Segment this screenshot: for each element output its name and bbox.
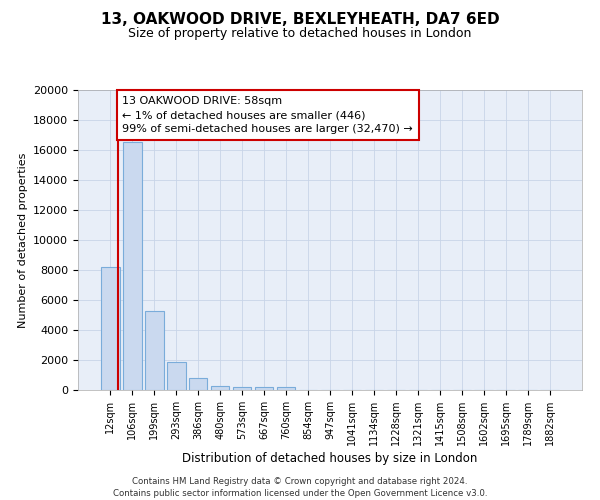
Text: Contains HM Land Registry data © Crown copyright and database right 2024.
Contai: Contains HM Land Registry data © Crown c…	[113, 476, 487, 498]
Bar	[123, 142, 142, 390]
Text: 13 OAKWOOD DRIVE: 58sqm
← 1% of detached houses are smaller (446)
99% of semi-de: 13 OAKWOOD DRIVE: 58sqm ← 1% of detached…	[122, 96, 413, 134]
Bar	[277, 387, 295, 390]
X-axis label: Distribution of detached houses by size in London: Distribution of detached houses by size …	[182, 452, 478, 465]
Text: Size of property relative to detached houses in London: Size of property relative to detached ho…	[128, 28, 472, 40]
Bar	[211, 386, 229, 390]
Bar	[255, 387, 274, 390]
Text: 13, OAKWOOD DRIVE, BEXLEYHEATH, DA7 6ED: 13, OAKWOOD DRIVE, BEXLEYHEATH, DA7 6ED	[101, 12, 499, 28]
Bar	[145, 310, 164, 390]
Bar	[233, 387, 251, 390]
Bar	[189, 378, 208, 390]
Bar	[167, 362, 185, 390]
Y-axis label: Number of detached properties: Number of detached properties	[17, 152, 28, 328]
Bar	[101, 267, 119, 390]
